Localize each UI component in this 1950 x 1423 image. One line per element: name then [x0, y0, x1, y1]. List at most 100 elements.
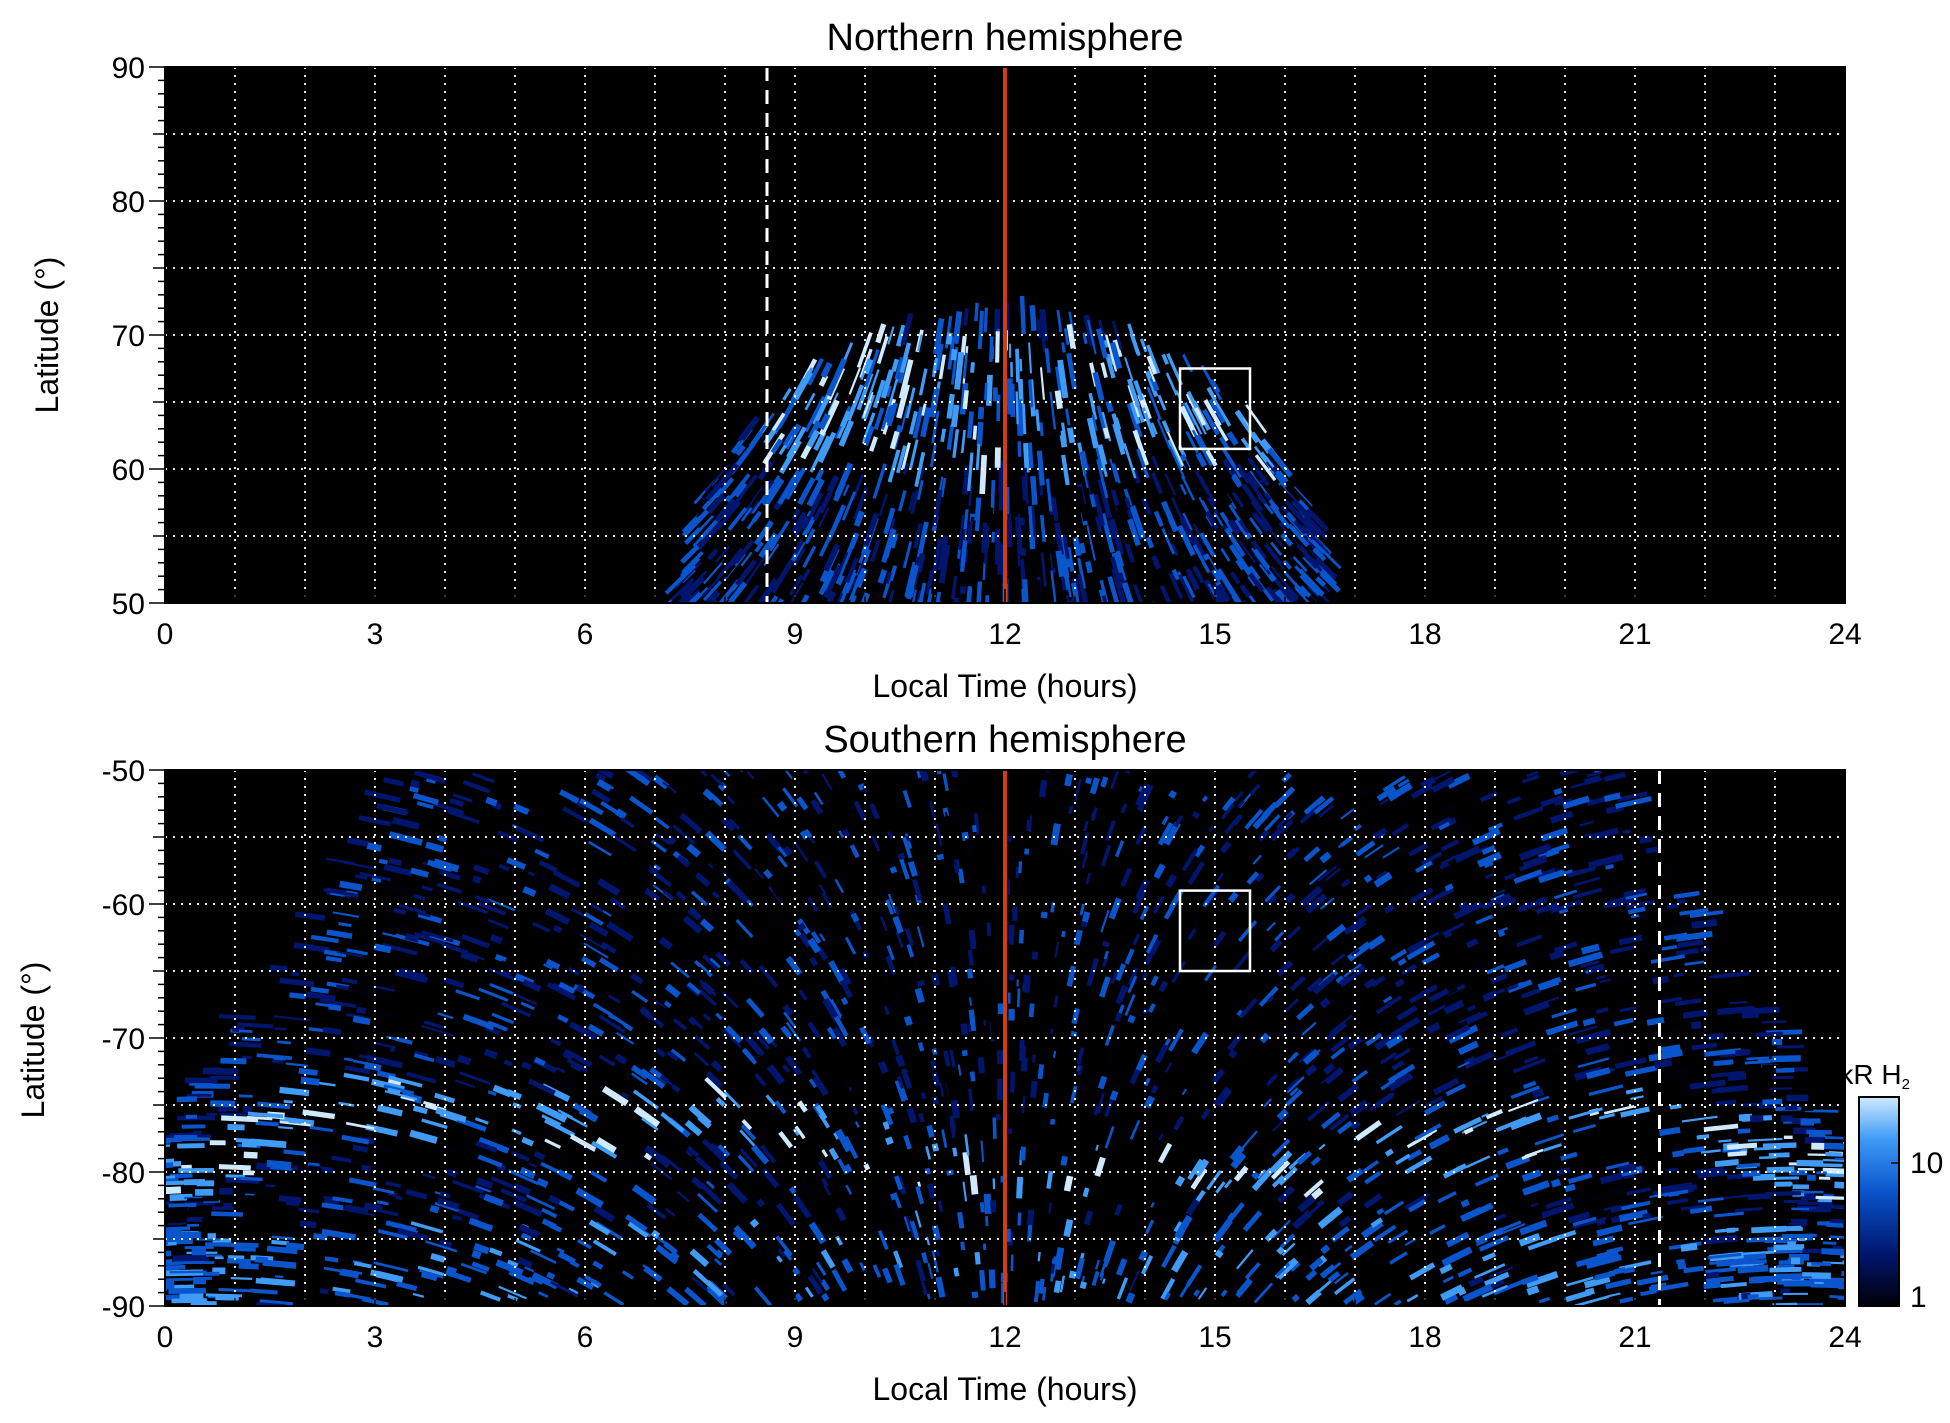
- emission-streak: [1759, 1296, 1783, 1301]
- emission-streak: [1834, 1157, 1845, 1161]
- emission-streak: [225, 1032, 256, 1037]
- emission-streak: [1276, 1185, 1296, 1204]
- emission-streak: [1036, 319, 1042, 339]
- emission-streak: [926, 1124, 935, 1138]
- emission-streak: [165, 1158, 175, 1163]
- emission-streak: [1541, 1202, 1575, 1219]
- emission-streak: [917, 599, 924, 603]
- emission-streak: [1139, 338, 1148, 353]
- emission-streak: [1506, 796, 1522, 805]
- emission-streak: [1521, 1169, 1542, 1182]
- emission-streak: [1150, 601, 1154, 603]
- south-axes: 0 3 6 9 12 15 18 21 24-90-80-70-60-50: [102, 755, 1862, 1354]
- emission-streak: [1219, 841, 1232, 854]
- emission-streak: [360, 992, 394, 1004]
- emission-streak: [1667, 1198, 1689, 1205]
- emission-streak: [1101, 1278, 1106, 1285]
- emission-streak: [1320, 1111, 1341, 1130]
- emission-streak: [379, 882, 410, 896]
- emission-streak: [1069, 1085, 1078, 1104]
- emission-streak: [423, 1100, 437, 1108]
- emission-streak: [1620, 1106, 1650, 1118]
- emission-streak: [849, 844, 860, 859]
- emission-streak: [976, 581, 983, 603]
- emission-streak: [1384, 1148, 1394, 1157]
- emission-streak: [1521, 774, 1540, 784]
- emission-streak: [1144, 1074, 1158, 1096]
- emission-streak: [1481, 845, 1496, 855]
- emission-streak: [1822, 1167, 1845, 1175]
- emission-streak: [1317, 865, 1338, 883]
- emission-streak: [1710, 1070, 1745, 1078]
- emission-streak: [1257, 948, 1271, 962]
- emission-streak: [383, 777, 404, 787]
- emission-streak: [1155, 979, 1164, 989]
- emission-streak: [1182, 460, 1194, 479]
- emission-streak: [950, 348, 958, 361]
- emission-streak: [1170, 497, 1185, 524]
- emission-streak: [461, 934, 490, 949]
- emission-streak: [1275, 470, 1289, 485]
- emission-streak: [931, 357, 939, 378]
- emission-streak: [1062, 835, 1070, 859]
- emission-streak: [1033, 1280, 1040, 1303]
- emission-streak: [1045, 478, 1053, 512]
- emission-streak: [889, 866, 898, 874]
- emission-streak: [1017, 1212, 1022, 1226]
- y-tick-label: 90: [112, 52, 145, 85]
- emission-streak: [1099, 1254, 1109, 1278]
- north-panel: Northern hemisphere 0 3 6 9 12 15 18 21 24506070…: [29, 17, 1862, 704]
- emission-streak: [957, 1211, 965, 1229]
- emission-streak: [1572, 1123, 1597, 1133]
- emission-streak: [1347, 860, 1375, 883]
- emission-streak: [233, 1246, 256, 1252]
- emission-streak: [885, 572, 892, 584]
- emission-streak: [785, 1055, 803, 1076]
- emission-streak: [1167, 438, 1184, 468]
- emission-streak: [366, 1054, 403, 1069]
- emission-streak: [885, 899, 895, 915]
- emission-streak: [1259, 1032, 1270, 1044]
- emission-streak: [1424, 1095, 1444, 1108]
- emission-streak: [862, 548, 872, 566]
- emission-streak: [227, 1258, 251, 1265]
- emission-streak: [1035, 409, 1041, 431]
- emission-streak: [1230, 1152, 1247, 1170]
- emission-streak: [1583, 1275, 1611, 1289]
- emission-streak: [788, 574, 804, 596]
- emission-streak: [836, 770, 847, 780]
- emission-streak: [826, 504, 847, 541]
- emission-streak: [971, 1291, 979, 1299]
- emission-streak: [980, 1140, 985, 1163]
- emission-streak: [1179, 483, 1187, 495]
- emission-streak: [1148, 1003, 1156, 1013]
- emission-streak: [828, 1147, 840, 1161]
- emission-streak: [995, 331, 1000, 363]
- emission-streak: [540, 1161, 560, 1174]
- x-tick-label: 9: [787, 618, 804, 651]
- emission-streak: [708, 1142, 728, 1162]
- emission-streak: [1238, 519, 1250, 535]
- emission-streak: [1116, 1277, 1129, 1300]
- emission-streak: [385, 1220, 417, 1233]
- emission-streak: [1211, 1068, 1226, 1084]
- emission-streak: [841, 491, 857, 521]
- emission-streak: [412, 944, 432, 954]
- emission-streak: [696, 1192, 719, 1213]
- emission-streak: [1204, 964, 1217, 982]
- emission-streak: [1404, 1155, 1433, 1175]
- emission-streak: [1375, 995, 1402, 1015]
- emission-streak: [842, 548, 858, 578]
- emission-streak: [1521, 1274, 1539, 1286]
- emission-streak: [670, 1048, 687, 1062]
- emission-streak: [1316, 595, 1328, 603]
- emission-streak: [337, 950, 364, 958]
- emission-streak: [405, 1189, 428, 1200]
- emission-streak: [1446, 772, 1471, 789]
- emission-streak: [324, 1256, 339, 1263]
- emission-streak: [969, 1175, 979, 1195]
- emission-streak: [754, 1072, 767, 1087]
- emission-streak: [541, 1207, 558, 1219]
- emission-streak: [1406, 1293, 1419, 1303]
- emission-streak: [1614, 1057, 1647, 1069]
